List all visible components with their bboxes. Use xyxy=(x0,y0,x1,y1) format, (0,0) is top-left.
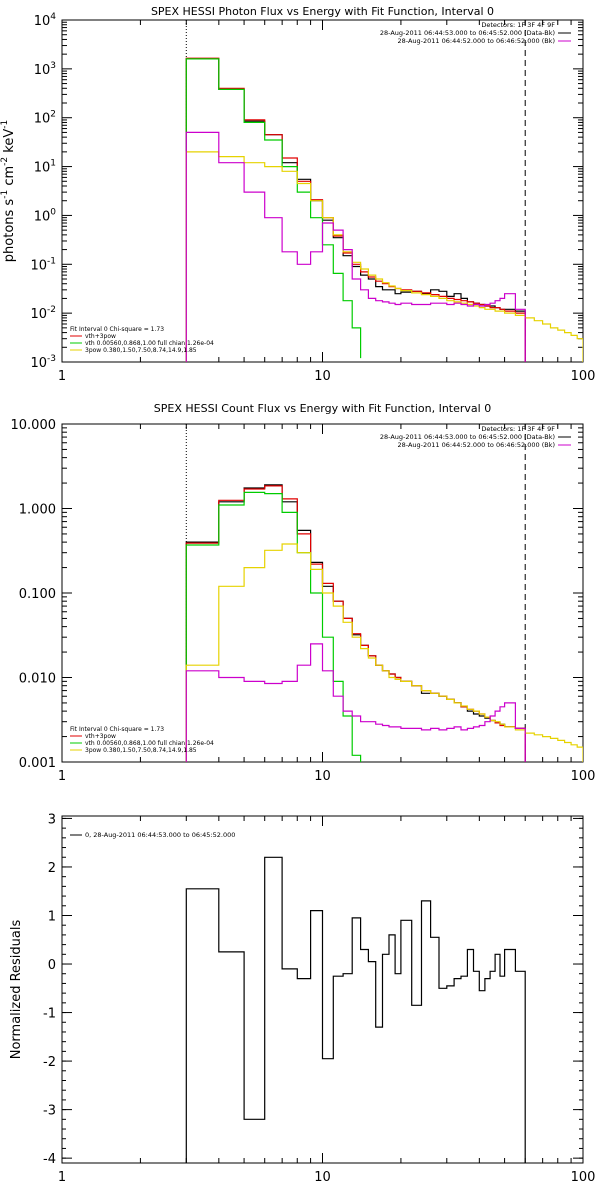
x-tick-label: 100 xyxy=(571,769,596,784)
fit-legend-title: Fit Interval 0 Chi-square = 1.73 xyxy=(70,326,164,333)
y-tick-label: 2 xyxy=(48,861,56,876)
y-tick-label: 100 xyxy=(34,207,57,224)
series-group xyxy=(185,856,526,1163)
header-info-line: Detectors: 1F 3F 4F 9F xyxy=(481,425,555,433)
series-group xyxy=(185,484,583,762)
y-tick-label: 10-3 xyxy=(30,354,56,371)
y-tick-label: -2 xyxy=(43,1055,56,1070)
series-vth xyxy=(185,58,362,362)
x-tick-label: 10 xyxy=(314,769,331,784)
y-tick-label: 101 xyxy=(34,159,56,176)
series-3pow xyxy=(185,543,583,762)
legend-text: 0, 28-Aug-2011 06:44:53.000 to 06:45:52.… xyxy=(85,831,235,839)
y-tick-label: 10-2 xyxy=(30,305,56,322)
y-tick-label: 0.010 xyxy=(19,672,56,687)
series-vth-3pow xyxy=(185,57,526,362)
x-tick-label: 10 xyxy=(314,369,331,384)
y-tick-label: 102 xyxy=(34,110,56,127)
x-tick-label: 1 xyxy=(58,769,66,784)
series-vth-3pow xyxy=(185,485,526,762)
y-tick-label: -3 xyxy=(43,1104,56,1119)
y-tick-label: 10-1 xyxy=(30,256,56,273)
series-vth xyxy=(185,491,362,762)
y-tick-label: 10.000 xyxy=(11,418,57,433)
y-tick-label: 1.000 xyxy=(19,503,56,518)
y-tick-label: -1 xyxy=(43,1007,56,1022)
series-data-bk xyxy=(185,484,526,762)
x-tick-label: 1 xyxy=(58,1170,66,1185)
y-tick-label: 0.100 xyxy=(19,587,56,602)
series-data-bk xyxy=(185,58,526,362)
y-tick-label: 0.001 xyxy=(19,756,56,771)
chart-2: SPEX HESSI Count Flux vs Energy with Fit… xyxy=(11,402,596,784)
header-info-line: 28-Aug-2011 06:44:52.000 to 06:46:52.000… xyxy=(398,441,555,449)
fit-legend-text: 3pow 0.380,1.50,7.50,8.74,14.9,1.85 xyxy=(85,347,197,354)
y-tick-label: 3 xyxy=(48,812,56,827)
fit-legend-text: vth 0.00560,0.868,1.00 full chian 1.26e-… xyxy=(85,740,214,747)
y-axis-label: photons s-1 cm-2 keV-1 xyxy=(0,120,17,262)
x-tick-label: 100 xyxy=(571,369,596,384)
fit-legend-text: vth+3pow xyxy=(85,333,116,340)
chart-1: SPEX HESSI Photon Flux vs Energy with Fi… xyxy=(0,5,595,384)
x-tick-label: 100 xyxy=(571,1170,596,1185)
y-tick-label: 103 xyxy=(34,61,56,78)
chart-title: SPEX HESSI Count Flux vs Energy with Fit… xyxy=(154,402,491,415)
header-info-line: Detectors: 1F 3F 4F 9F xyxy=(481,21,555,29)
series-0-28-aug-2011-06-44-53-000-to-06-45-52-000 xyxy=(185,856,526,1163)
chart-3: 1 10 100 -4 -3 -2 -1 0 1 2 3 Normalized Residuals 0,… xyxy=(9,812,595,1185)
y-tick-label: -4 xyxy=(43,1152,56,1167)
x-tick-label: 1 xyxy=(58,369,66,384)
series-bk xyxy=(185,643,526,762)
header-info-line: 28-Aug-2011 06:44:52.000 to 06:46:52.000… xyxy=(398,37,555,45)
y-tick-label: 1 xyxy=(48,909,56,924)
fit-legend-title: Fit Interval 0 Chi-square = 1.73 xyxy=(70,726,164,733)
header-info-line: 28-Aug-2011 06:44:53.000 to 06:45:52.000… xyxy=(380,433,555,441)
y-tick-label: 0 xyxy=(48,958,56,973)
fit-legend-text: vth+3pow xyxy=(85,733,116,740)
x-tick-label: 10 xyxy=(314,1170,331,1185)
fit-legend-text: 3pow 0.380,1.50,7.50,8.74,14.9,1.85 xyxy=(85,747,197,754)
series-bk xyxy=(185,131,526,362)
y-tick-label: 104 xyxy=(34,12,57,29)
fit-legend-text: vth 0.00560,0.868,1.00 full chian 1.26e-… xyxy=(85,340,214,347)
series-group xyxy=(185,57,583,362)
y-axis-label: Normalized Residuals xyxy=(9,920,24,1060)
header-info-line: 28-Aug-2011 06:44:53.000 to 06:45:52.000… xyxy=(380,29,555,37)
chart-title: SPEX HESSI Photon Flux vs Energy with Fi… xyxy=(151,5,494,18)
series-3pow xyxy=(185,151,583,362)
